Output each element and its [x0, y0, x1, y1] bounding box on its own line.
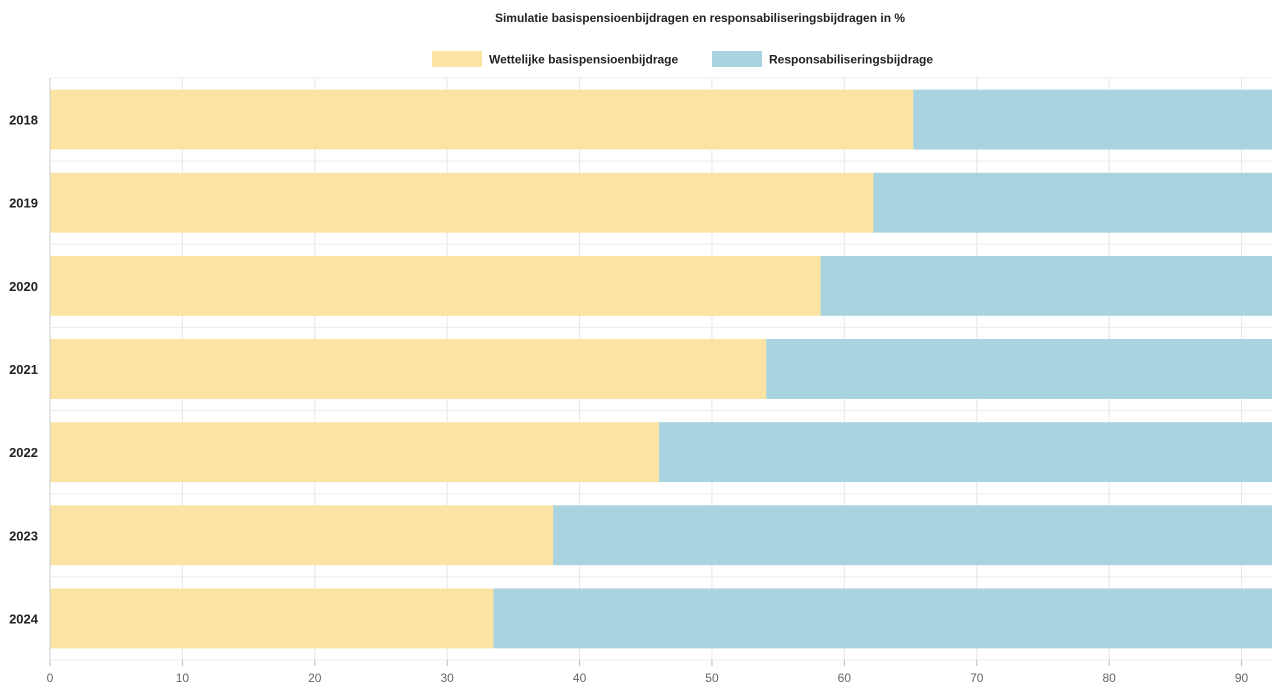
chart-title: Simulatie basispensioenbijdragen en resp… [495, 11, 905, 25]
category-label: 2018 [9, 113, 38, 128]
bar-segment [873, 172, 1272, 233]
x-tick-label: 60 [838, 671, 852, 685]
axes: 0 10 20 30 40 50 60 70 80 90 2018 2019 2020 2021 2022 2… [9, 78, 1249, 685]
bar-segment [659, 422, 1272, 483]
bar-segment [50, 172, 874, 233]
bar-segment [50, 339, 767, 399]
category-label: 2020 [9, 279, 38, 294]
bar-segment [493, 588, 1272, 649]
x-tick-label: 10 [176, 671, 190, 685]
legend-swatch [712, 51, 762, 67]
bar-segment [553, 505, 1272, 566]
x-tick-label: 90 [1235, 671, 1249, 685]
bar-segment [50, 588, 494, 649]
category-label: 2024 [9, 611, 39, 626]
x-tick-label: 30 [441, 671, 455, 685]
x-tick-label: 70 [970, 671, 984, 685]
legend-label: Wettelijke basispensioenbijdrage [489, 53, 678, 67]
bars [50, 89, 1272, 649]
legend: Wettelijke basispensioenbijdrage Responsa… [432, 51, 933, 67]
category-label: 2021 [9, 362, 38, 377]
bar-segment [50, 505, 554, 566]
legend-swatch [432, 51, 482, 67]
x-tick-label: 50 [705, 671, 719, 685]
legend-label: Responsabiliseringsbijdrage [769, 53, 933, 67]
bar-segment [820, 255, 1272, 316]
category-label: 2019 [9, 196, 38, 211]
bar-segment [50, 89, 914, 150]
x-tick-label: 40 [573, 671, 587, 685]
bar-segment [50, 422, 660, 483]
category-label: 2022 [9, 445, 38, 460]
x-tick-label: 80 [1102, 671, 1116, 685]
category-label: 2023 [9, 528, 38, 543]
bar-segment [913, 89, 1272, 150]
x-tick-label: 0 [47, 671, 54, 685]
bar-segment [766, 339, 1272, 399]
bar-segment [50, 255, 821, 316]
x-tick-label: 20 [308, 671, 322, 685]
